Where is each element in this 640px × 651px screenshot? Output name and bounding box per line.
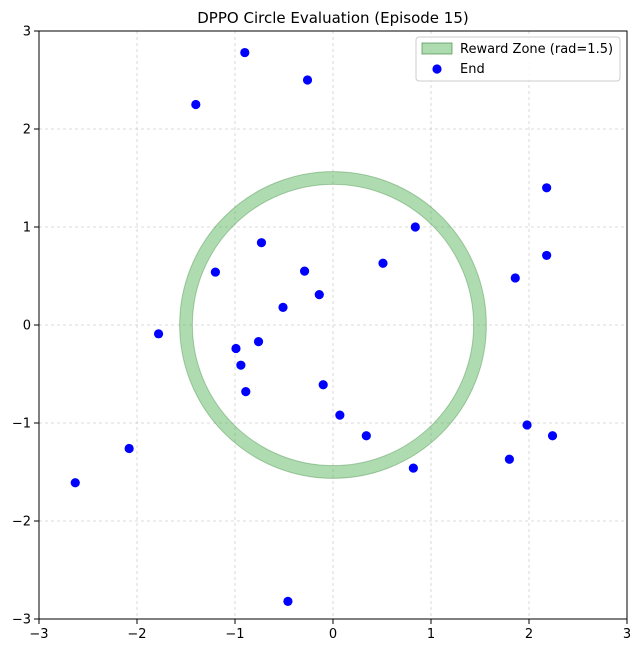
- scatter-point: [510, 273, 520, 283]
- scatter-point: [278, 302, 288, 312]
- scatter-point: [361, 431, 371, 441]
- reward-zone: [179, 171, 487, 479]
- x-tick-label: 3: [623, 627, 631, 642]
- scatter-point: [253, 337, 264, 347]
- scatter-point: [210, 267, 220, 277]
- scatter-point: [314, 290, 324, 300]
- scatter-point: [191, 99, 201, 110]
- y-tick-label: −2: [12, 515, 31, 530]
- scatter-point: [522, 420, 532, 430]
- legend-label-reward-zone: Reward Zone (rad=1.5): [460, 42, 613, 57]
- scatter-point: [299, 266, 310, 276]
- x-tick-label: 1: [427, 627, 435, 642]
- scatter-point: [240, 47, 250, 58]
- scatter-point: [504, 454, 514, 464]
- y-tick-label: −3: [12, 613, 31, 628]
- scatter-point: [302, 75, 313, 85]
- scatter-point: [408, 463, 418, 473]
- scatter-point: [70, 478, 80, 488]
- scatter-point: [542, 250, 552, 261]
- scatter-point: [241, 387, 251, 397]
- x-tick-label: 2: [525, 627, 533, 642]
- scatter-point: [318, 380, 328, 390]
- y-tick-label: 1: [23, 221, 31, 236]
- legend-reward-zone-swatch: [421, 42, 453, 55]
- y-tick-label: 2: [23, 123, 31, 138]
- y-tick-label: 0: [23, 319, 31, 334]
- scatter-point: [256, 238, 267, 248]
- scatter-point: [231, 343, 241, 354]
- x-tick-label: −2: [127, 627, 146, 642]
- chart-title: DPPO Circle Evaluation (Episode 15): [197, 9, 469, 27]
- scatter-point: [236, 360, 246, 370]
- y-tick-label: −1: [12, 417, 31, 432]
- scatter-point: [124, 443, 134, 454]
- legend-box: [415, 36, 621, 82]
- scatter-point: [547, 431, 558, 441]
- y-tick-label: 3: [23, 25, 31, 40]
- scatter-points: [70, 47, 558, 606]
- legend-label-end: End: [460, 62, 485, 77]
- x-tick-label: 0: [329, 627, 337, 642]
- y-axis-ticks: −3 −2 −1 0 1 2 3: [12, 25, 39, 628]
- x-tick-label: −1: [225, 627, 244, 642]
- x-tick-label: −3: [29, 627, 48, 642]
- legend: Reward Zone (rad=1.5) End: [415, 36, 621, 82]
- scatter-point: [283, 596, 293, 606]
- scatter-point: [335, 410, 345, 420]
- reward-zone-ring: [179, 171, 487, 479]
- reward-zone-inner-edge: [191, 183, 475, 467]
- scatter-point: [378, 258, 388, 268]
- grid: [38, 30, 628, 620]
- x-axis-ticks: −3 −2 −1 0 1 2 3: [29, 619, 631, 642]
- legend-end-marker: [432, 64, 442, 74]
- scatter-point: [153, 329, 164, 339]
- reward-zone-outer-edge: [179, 171, 487, 479]
- scatter-point: [542, 183, 552, 193]
- scatter-point: [410, 222, 420, 232]
